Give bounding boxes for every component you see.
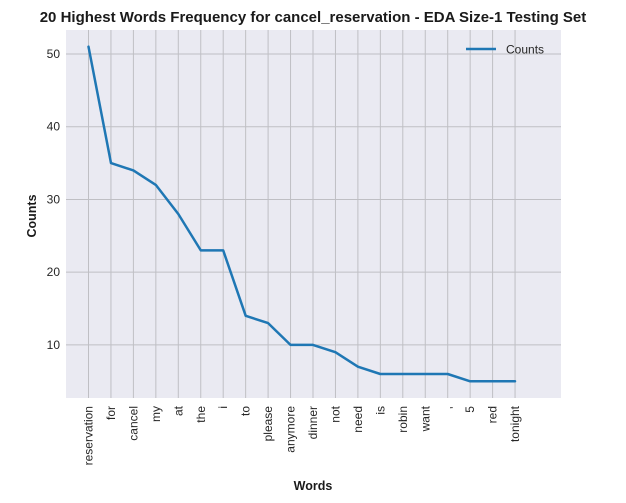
x-tick-label: , <box>441 406 455 409</box>
x-tick-label: reservation <box>82 406 96 465</box>
x-tick-label: dinner <box>306 406 320 439</box>
x-tick-label: the <box>194 406 208 423</box>
x-tick-label: want <box>418 405 432 432</box>
x-tick-labels: reservation for cancel my at the i to please anym… <box>82 405 523 465</box>
x-tick-label: tonight <box>508 405 522 442</box>
x-tick-label: red <box>486 406 500 423</box>
y-tick-label: 20 <box>47 265 61 279</box>
legend-label-counts: Counts <box>506 43 544 57</box>
x-tick-label: is <box>373 406 387 415</box>
x-tick-label: robin <box>396 406 410 433</box>
y-axis-title: Counts <box>25 194 39 237</box>
x-tick-label: to <box>239 406 253 416</box>
x-tick-label: not <box>328 405 342 422</box>
y-tick-labels: 10 20 30 40 50 <box>47 47 61 352</box>
series-line-counts <box>87 45 517 383</box>
y-tick-label: 50 <box>47 47 61 61</box>
x-tick-label: need <box>351 406 365 433</box>
x-tick-label: 5 <box>463 406 477 413</box>
x-axis-title: Words <box>294 479 333 493</box>
x-tick-label: for <box>104 406 118 420</box>
x-tick-label: my <box>149 406 163 422</box>
chart-title: 20 Highest Words Frequency for cancel_re… <box>40 9 587 26</box>
y-tick-label: 30 <box>47 192 61 206</box>
x-gridlines <box>88 30 516 398</box>
x-tick-label: i <box>216 406 230 409</box>
y-gridlines <box>66 53 561 346</box>
y-tick-label: 40 <box>47 120 61 134</box>
legend: Counts <box>466 43 544 57</box>
x-tick-label: please <box>261 406 275 442</box>
y-tick-label: 10 <box>47 338 61 352</box>
x-tick-label: at <box>171 405 185 416</box>
x-tick-label: anymore <box>284 406 298 453</box>
series-layer <box>87 45 517 383</box>
x-tick-label: cancel <box>126 406 140 441</box>
